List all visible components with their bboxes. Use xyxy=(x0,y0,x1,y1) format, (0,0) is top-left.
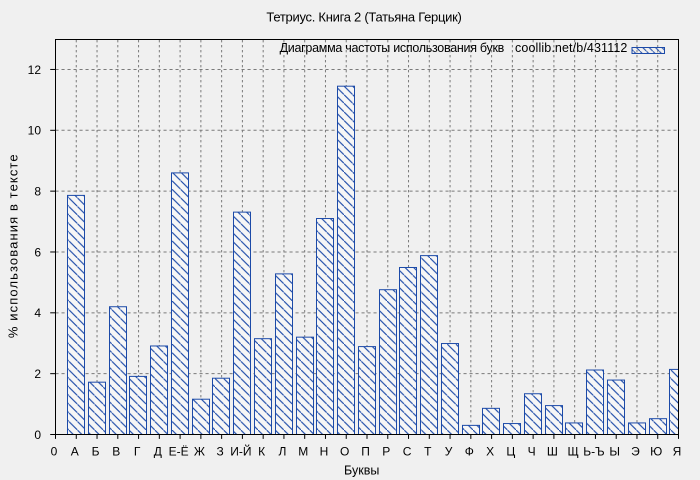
svg-text:З: З xyxy=(217,445,224,459)
svg-text:Г: Г xyxy=(134,445,141,459)
svg-text:Ш: Ш xyxy=(547,445,558,459)
svg-text:В: В xyxy=(112,445,120,459)
svg-text:0: 0 xyxy=(34,428,41,442)
svg-text:Диаграмма частоты использовани: Диаграмма частоты использования букв xyxy=(280,41,505,55)
svg-text:Щ: Щ xyxy=(568,445,579,459)
svg-text:Е-Ё: Е-Ё xyxy=(169,445,189,459)
svg-text:С: С xyxy=(403,445,412,459)
svg-text:О: О xyxy=(340,445,349,459)
svg-text:П: П xyxy=(361,445,370,459)
svg-text:% использования в тексте: % использования в тексте xyxy=(5,153,20,338)
svg-text:К: К xyxy=(258,445,265,459)
svg-text:Б: Б xyxy=(92,445,100,459)
svg-text:А: А xyxy=(71,445,79,459)
svg-text:12: 12 xyxy=(28,63,42,77)
svg-text:Ы: Ы xyxy=(609,445,620,459)
svg-text:Д: Д xyxy=(154,445,162,459)
svg-text:Э: Э xyxy=(631,445,640,459)
svg-text:Буквы: Буквы xyxy=(344,464,379,478)
svg-text:Ч: Ч xyxy=(528,445,536,459)
svg-text:Т: Т xyxy=(424,445,432,459)
svg-text:10: 10 xyxy=(28,124,42,138)
svg-text:Ь-Ъ: Ь-Ъ xyxy=(583,445,604,459)
svg-text:0: 0 xyxy=(51,445,58,459)
svg-text:Ж: Ж xyxy=(194,445,205,459)
svg-text:8: 8 xyxy=(34,185,41,199)
svg-text:Н: Н xyxy=(320,445,329,459)
svg-text:Л: Л xyxy=(278,445,286,459)
svg-text:Тетриус. Книга 2 (Татьяна Герц: Тетриус. Книга 2 (Татьяна Герцик) xyxy=(266,10,461,25)
svg-text:Я: Я xyxy=(673,445,682,459)
svg-text:Р: Р xyxy=(382,445,390,459)
svg-text:Ю: Ю xyxy=(650,445,662,459)
svg-text:У: У xyxy=(445,445,453,459)
svg-text:Х: Х xyxy=(486,445,494,459)
svg-text:М: М xyxy=(298,445,308,459)
svg-text:Ф: Ф xyxy=(465,445,474,459)
svg-text:2: 2 xyxy=(34,367,41,381)
svg-text:И-Й: И-Й xyxy=(230,444,251,459)
svg-text:6: 6 xyxy=(34,245,41,259)
svg-text:coollib.net/b/431112: coollib.net/b/431112 xyxy=(515,41,627,55)
svg-text:Ц: Ц xyxy=(506,445,515,459)
svg-text:4: 4 xyxy=(34,306,41,320)
